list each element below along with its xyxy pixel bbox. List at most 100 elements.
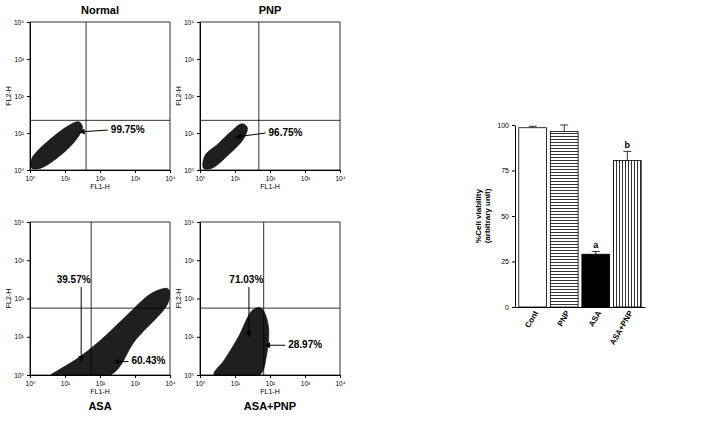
tick-mark	[27, 170, 30, 171]
tick-label: ASA	[587, 309, 603, 328]
y-axis-title-line: (arbitrary unit)	[483, 188, 492, 243]
y-axis-title: FL2-H	[175, 86, 182, 105]
tick-mark	[512, 125, 515, 126]
tick-mark	[135, 170, 136, 173]
error-bar	[592, 251, 600, 254]
y-axis-title: FL2-H	[5, 289, 12, 308]
tick-label: 10²	[185, 295, 195, 302]
y-axis: 10⁰10¹10²10³10⁴	[14, 19, 31, 174]
tick-mark	[512, 216, 515, 217]
x-axis-tick: 10⁴	[335, 170, 345, 182]
x-axis-tick: 10⁰	[26, 375, 36, 387]
y-axis-tick: 10³	[185, 56, 200, 63]
tick-label: 0	[505, 304, 509, 311]
significance-letter: a	[593, 240, 599, 250]
tick-mark	[197, 375, 200, 376]
tick-mark	[27, 299, 30, 300]
tick-label: 10¹	[185, 130, 195, 137]
annotation-arrow	[248, 287, 249, 337]
plot-frame	[30, 22, 170, 170]
tick-label: 50	[501, 213, 509, 220]
tick-mark	[27, 22, 30, 23]
bar	[550, 131, 578, 307]
x-axis-tick: ASA+PNP	[608, 307, 635, 347]
annotation-arrow	[81, 287, 82, 361]
y-axis-tick: 10¹	[15, 333, 30, 340]
tick-mark	[27, 375, 30, 376]
tick-label: 10³	[131, 175, 141, 182]
tick-label: 10⁰	[196, 380, 206, 387]
panel-title: Normal	[81, 4, 119, 16]
error-bar-stem	[627, 151, 628, 160]
tick-label: 10¹	[231, 175, 241, 182]
tick-label: 10⁰	[184, 372, 194, 379]
annotation-arrow	[79, 130, 107, 132]
plot-area	[519, 125, 641, 307]
y-axis-line	[200, 23, 201, 171]
y-axis: 10⁰10¹10²10³10⁴	[14, 219, 31, 379]
tick-mark	[100, 170, 101, 173]
y-axis-tick: 10³	[15, 56, 30, 63]
x-axis: 10⁰10¹10²10³10⁴	[26, 170, 176, 182]
x-axis-tick: 10²	[266, 375, 276, 387]
y-axis-tick: 10³	[15, 257, 30, 264]
tick-mark	[270, 170, 271, 173]
x-axis-tick: 10¹	[61, 170, 71, 182]
tick-label: 10¹	[61, 175, 71, 182]
tick-mark	[512, 307, 515, 308]
y-axis-line	[30, 23, 31, 171]
tick-label: 10⁴	[184, 19, 194, 26]
gate-vertical	[258, 22, 259, 170]
gate-horizontal	[200, 120, 340, 121]
gate-vertical	[263, 222, 264, 375]
x-axis-tick: 10³	[131, 375, 141, 387]
x-axis-title: FL1-H	[90, 183, 109, 190]
tick-mark	[197, 337, 200, 338]
y-axis-tick: 10⁴	[184, 19, 200, 26]
x-axis-title: FL1-H	[260, 388, 279, 395]
panel-title: ASA	[88, 400, 111, 412]
x-axis-tick: 10²	[96, 170, 106, 182]
tick-label: ASA+PNP	[608, 309, 635, 347]
x-axis-tick: 10¹	[61, 375, 71, 387]
y-axis-tick: 10¹	[185, 130, 200, 137]
tick-mark	[27, 260, 30, 261]
tick-mark	[27, 222, 30, 223]
cell-population	[51, 288, 170, 375]
error-bar-cap	[560, 125, 568, 126]
x-axis: 10⁰10¹10²10³10⁴	[196, 170, 346, 182]
tick-label: 10²	[15, 93, 25, 100]
tick-label: 100	[497, 122, 509, 129]
y-axis-line	[515, 126, 516, 308]
tick-label: Cont	[523, 309, 540, 330]
y-axis-tick: 50	[501, 213, 515, 220]
y-axis-tick: 10¹	[185, 333, 200, 340]
plot-area	[30, 222, 170, 375]
y-axis-tick: 10⁰	[14, 372, 30, 379]
tick-mark	[197, 133, 200, 134]
y-axis-tick: 10²	[185, 93, 200, 100]
y-axis-tick: 100	[497, 122, 515, 129]
x-axis-tick: Cont	[523, 307, 540, 329]
x-axis-tick: 10⁴	[335, 375, 345, 387]
y-axis: 10⁰10¹10²10³10⁴	[184, 219, 201, 379]
tick-mark	[197, 22, 200, 23]
tick-mark	[340, 375, 341, 378]
tick-label: 10⁴	[14, 19, 24, 26]
y-axis-tick: 10⁰	[184, 167, 200, 174]
x-axis-tick: 10²	[96, 375, 106, 387]
tick-label: 10¹	[15, 333, 25, 340]
error-bar-stem	[564, 125, 565, 131]
tick-mark	[170, 170, 171, 173]
significance-letter: b	[625, 140, 631, 150]
tick-label: 10³	[185, 56, 195, 63]
tick-label: 10¹	[15, 130, 25, 137]
tick-label: 10³	[301, 380, 311, 387]
error-bar-stem	[595, 251, 596, 254]
tick-mark	[340, 170, 341, 173]
y-axis-tick: 10³	[185, 257, 200, 264]
x-axis: 10⁰10¹10²10³10⁴	[26, 375, 176, 387]
tick-mark	[512, 262, 515, 263]
annotation-arrow	[265, 345, 285, 346]
tick-label: 10²	[266, 380, 276, 387]
